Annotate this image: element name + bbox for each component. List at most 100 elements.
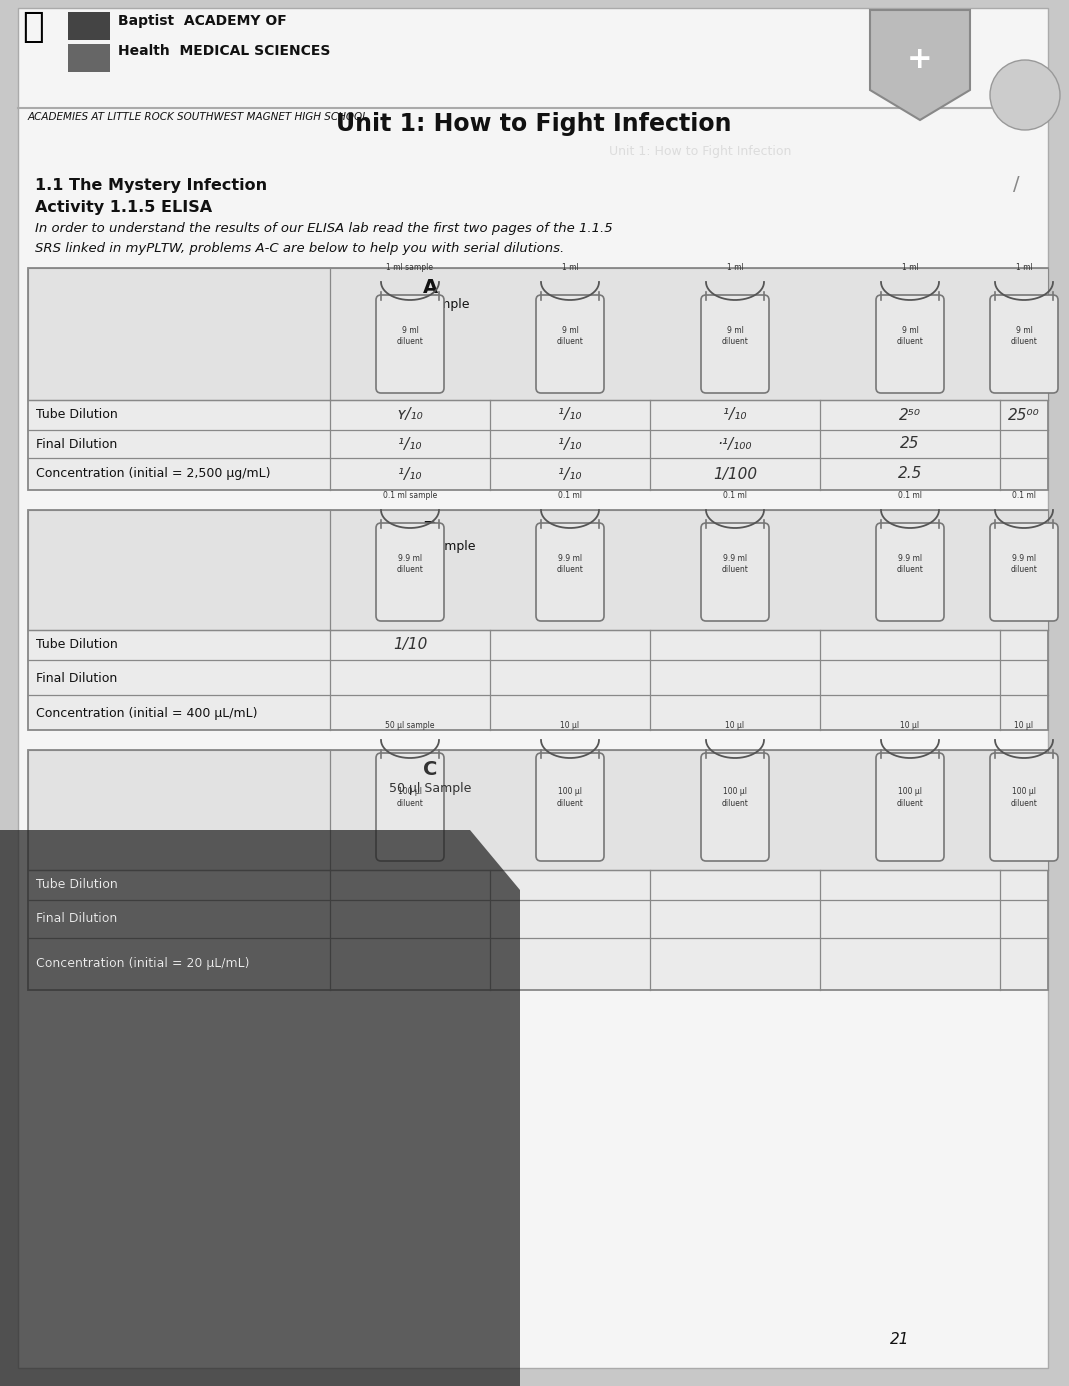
FancyBboxPatch shape	[876, 295, 944, 394]
FancyBboxPatch shape	[701, 753, 769, 861]
Bar	[68, 44, 110, 72]
Text: 50 μl Sample: 50 μl Sample	[389, 782, 471, 796]
FancyBboxPatch shape	[376, 295, 444, 394]
Text: 21: 21	[890, 1332, 910, 1347]
Text: +: +	[908, 44, 933, 73]
Text: ·¹/₁₀₀: ·¹/₁₀₀	[717, 437, 753, 452]
Bar	[28, 750, 1048, 990]
FancyBboxPatch shape	[536, 295, 604, 394]
Text: ¹/₁₀: ¹/₁₀	[558, 437, 582, 452]
Bar	[68, 12, 110, 40]
Text: SRS linked in myPLTW, problems A-C are below to help you with serial dilutions.: SRS linked in myPLTW, problems A-C are b…	[35, 243, 564, 255]
Text: Concentration (initial = 20 μL/mL): Concentration (initial = 20 μL/mL)	[36, 958, 249, 970]
FancyBboxPatch shape	[990, 295, 1058, 394]
Text: 9.9 ml
diluent: 9.9 ml diluent	[397, 554, 423, 575]
FancyBboxPatch shape	[376, 523, 444, 621]
Text: 1 ml sample: 1 ml sample	[387, 263, 434, 272]
Text: C: C	[423, 760, 437, 779]
Text: ¹/₁₀: ¹/₁₀	[558, 407, 582, 423]
Text: 9 ml
diluent: 9 ml diluent	[722, 326, 748, 346]
Text: Unit 1: How to Fight Infection: Unit 1: How to Fight Infection	[337, 112, 732, 136]
Polygon shape	[870, 10, 970, 121]
Text: 100 µl
diluent: 100 µl diluent	[557, 787, 584, 808]
Text: Final Dilution: Final Dilution	[36, 671, 118, 685]
Text: 9 ml
diluent: 9 ml diluent	[557, 326, 584, 346]
Text: 1 ml: 1 ml	[561, 263, 578, 272]
Text: 0.1 ml: 0.1 ml	[558, 491, 582, 500]
Text: 1 ml: 1 ml	[727, 263, 743, 272]
Text: Unit 1: How to Fight Infection: Unit 1: How to Fight Infection	[609, 146, 791, 158]
Text: 9.9 ml
diluent: 9.9 ml diluent	[1010, 554, 1037, 575]
Text: 9 ml
diluent: 9 ml diluent	[897, 326, 924, 346]
FancyBboxPatch shape	[536, 753, 604, 861]
Text: 100 µl
diluent: 100 µl diluent	[897, 787, 924, 808]
FancyBboxPatch shape	[990, 523, 1058, 621]
Text: Tube Dilution: Tube Dilution	[36, 879, 118, 891]
Text: 50 µl sample: 50 µl sample	[385, 721, 435, 730]
FancyBboxPatch shape	[701, 295, 769, 394]
Text: 10 µl: 10 µl	[900, 721, 919, 730]
Text: 9.9 ml
diluent: 9.9 ml diluent	[557, 554, 584, 575]
Text: 9.9 ml
diluent: 9.9 ml diluent	[722, 554, 748, 575]
Text: Concentration (initial = 2,500 μg/mL): Concentration (initial = 2,500 μg/mL)	[36, 467, 270, 481]
Text: 1 ml: 1 ml	[901, 263, 918, 272]
Text: Final Dilution: Final Dilution	[36, 912, 118, 926]
Text: ¹/₁₀: ¹/₁₀	[724, 407, 747, 423]
Text: 100 µl
diluent: 100 µl diluent	[397, 787, 423, 808]
Text: 0.1 ml: 0.1 ml	[1012, 491, 1036, 500]
Text: ¹/₁₀: ¹/₁₀	[399, 437, 422, 452]
Text: 0.1 ml sample: 0.1 ml sample	[383, 491, 437, 500]
Bar	[28, 750, 1048, 870]
Text: 0.1 ml Sample: 0.1 ml Sample	[385, 541, 476, 553]
Text: 1/10: 1/10	[392, 638, 428, 653]
Text: 10 µl: 10 µl	[726, 721, 745, 730]
Text: 9 ml
diluent: 9 ml diluent	[397, 326, 423, 346]
FancyBboxPatch shape	[18, 8, 1048, 1368]
Text: 25⁰⁰: 25⁰⁰	[1008, 407, 1040, 423]
FancyBboxPatch shape	[701, 523, 769, 621]
FancyBboxPatch shape	[990, 753, 1058, 861]
Text: 100 µl
diluent: 100 µl diluent	[722, 787, 748, 808]
Text: 1 ml: 1 ml	[1016, 263, 1033, 272]
Text: ¹/₁₀: ¹/₁₀	[558, 467, 582, 481]
Text: B: B	[422, 520, 437, 539]
Text: Final Dilution: Final Dilution	[36, 438, 118, 450]
FancyBboxPatch shape	[376, 753, 444, 861]
Text: Tube Dilution: Tube Dilution	[36, 879, 118, 891]
Text: 1 ml Sample: 1 ml Sample	[391, 298, 469, 310]
Text: ¹/₁₀: ¹/₁₀	[399, 467, 422, 481]
Text: 0.1 ml: 0.1 ml	[723, 491, 747, 500]
Bar	[28, 267, 1048, 491]
Text: 9 ml
diluent: 9 ml diluent	[1010, 326, 1037, 346]
Text: 1/100: 1/100	[713, 467, 757, 481]
Text: Tube Dilution: Tube Dilution	[36, 639, 118, 651]
Text: 10 µl: 10 µl	[1014, 721, 1034, 730]
Bar	[28, 510, 1048, 631]
Text: 0.1 ml: 0.1 ml	[898, 491, 921, 500]
Text: 2.5: 2.5	[898, 467, 923, 481]
Text: 1.1 The Mystery Infection: 1.1 The Mystery Infection	[35, 177, 267, 193]
Text: Concentration (initial = 400 μL/mL): Concentration (initial = 400 μL/mL)	[36, 707, 258, 719]
Text: Health  MEDICAL SCIENCES: Health MEDICAL SCIENCES	[118, 44, 330, 58]
Text: Final Dilution: Final Dilution	[36, 912, 118, 926]
Text: Tube Dilution: Tube Dilution	[36, 409, 118, 421]
Text: 10 µl: 10 µl	[560, 721, 579, 730]
Text: In order to understand the results of our ELISA lab read the first two pages of : In order to understand the results of ou…	[35, 222, 613, 236]
FancyBboxPatch shape	[876, 753, 944, 861]
Text: 25: 25	[900, 437, 919, 452]
FancyBboxPatch shape	[876, 523, 944, 621]
FancyBboxPatch shape	[536, 523, 604, 621]
Text: 🦁: 🦁	[22, 10, 44, 44]
Bar	[28, 267, 1048, 401]
Text: 2⁵⁰: 2⁵⁰	[899, 407, 921, 423]
Text: Activity 1.1.5 ELISA: Activity 1.1.5 ELISA	[35, 200, 212, 215]
Bar	[28, 510, 1048, 730]
Text: Concentration (initial = 20 μL/mL): Concentration (initial = 20 μL/mL)	[36, 958, 249, 970]
Text: A: A	[422, 279, 437, 297]
Text: Baptist  ACADEMY OF: Baptist ACADEMY OF	[118, 14, 286, 28]
Text: /: /	[1013, 175, 1020, 194]
Text: 9.9 ml
diluent: 9.9 ml diluent	[897, 554, 924, 575]
Text: 100 µl
diluent: 100 µl diluent	[1010, 787, 1037, 808]
Text: ACADEMIES AT LITTLE ROCK SOUTHWEST MAGNET HIGH SCHOOL: ACADEMIES AT LITTLE ROCK SOUTHWEST MAGNE…	[28, 112, 369, 122]
Text: ʏ/₁₀: ʏ/₁₀	[397, 407, 423, 423]
